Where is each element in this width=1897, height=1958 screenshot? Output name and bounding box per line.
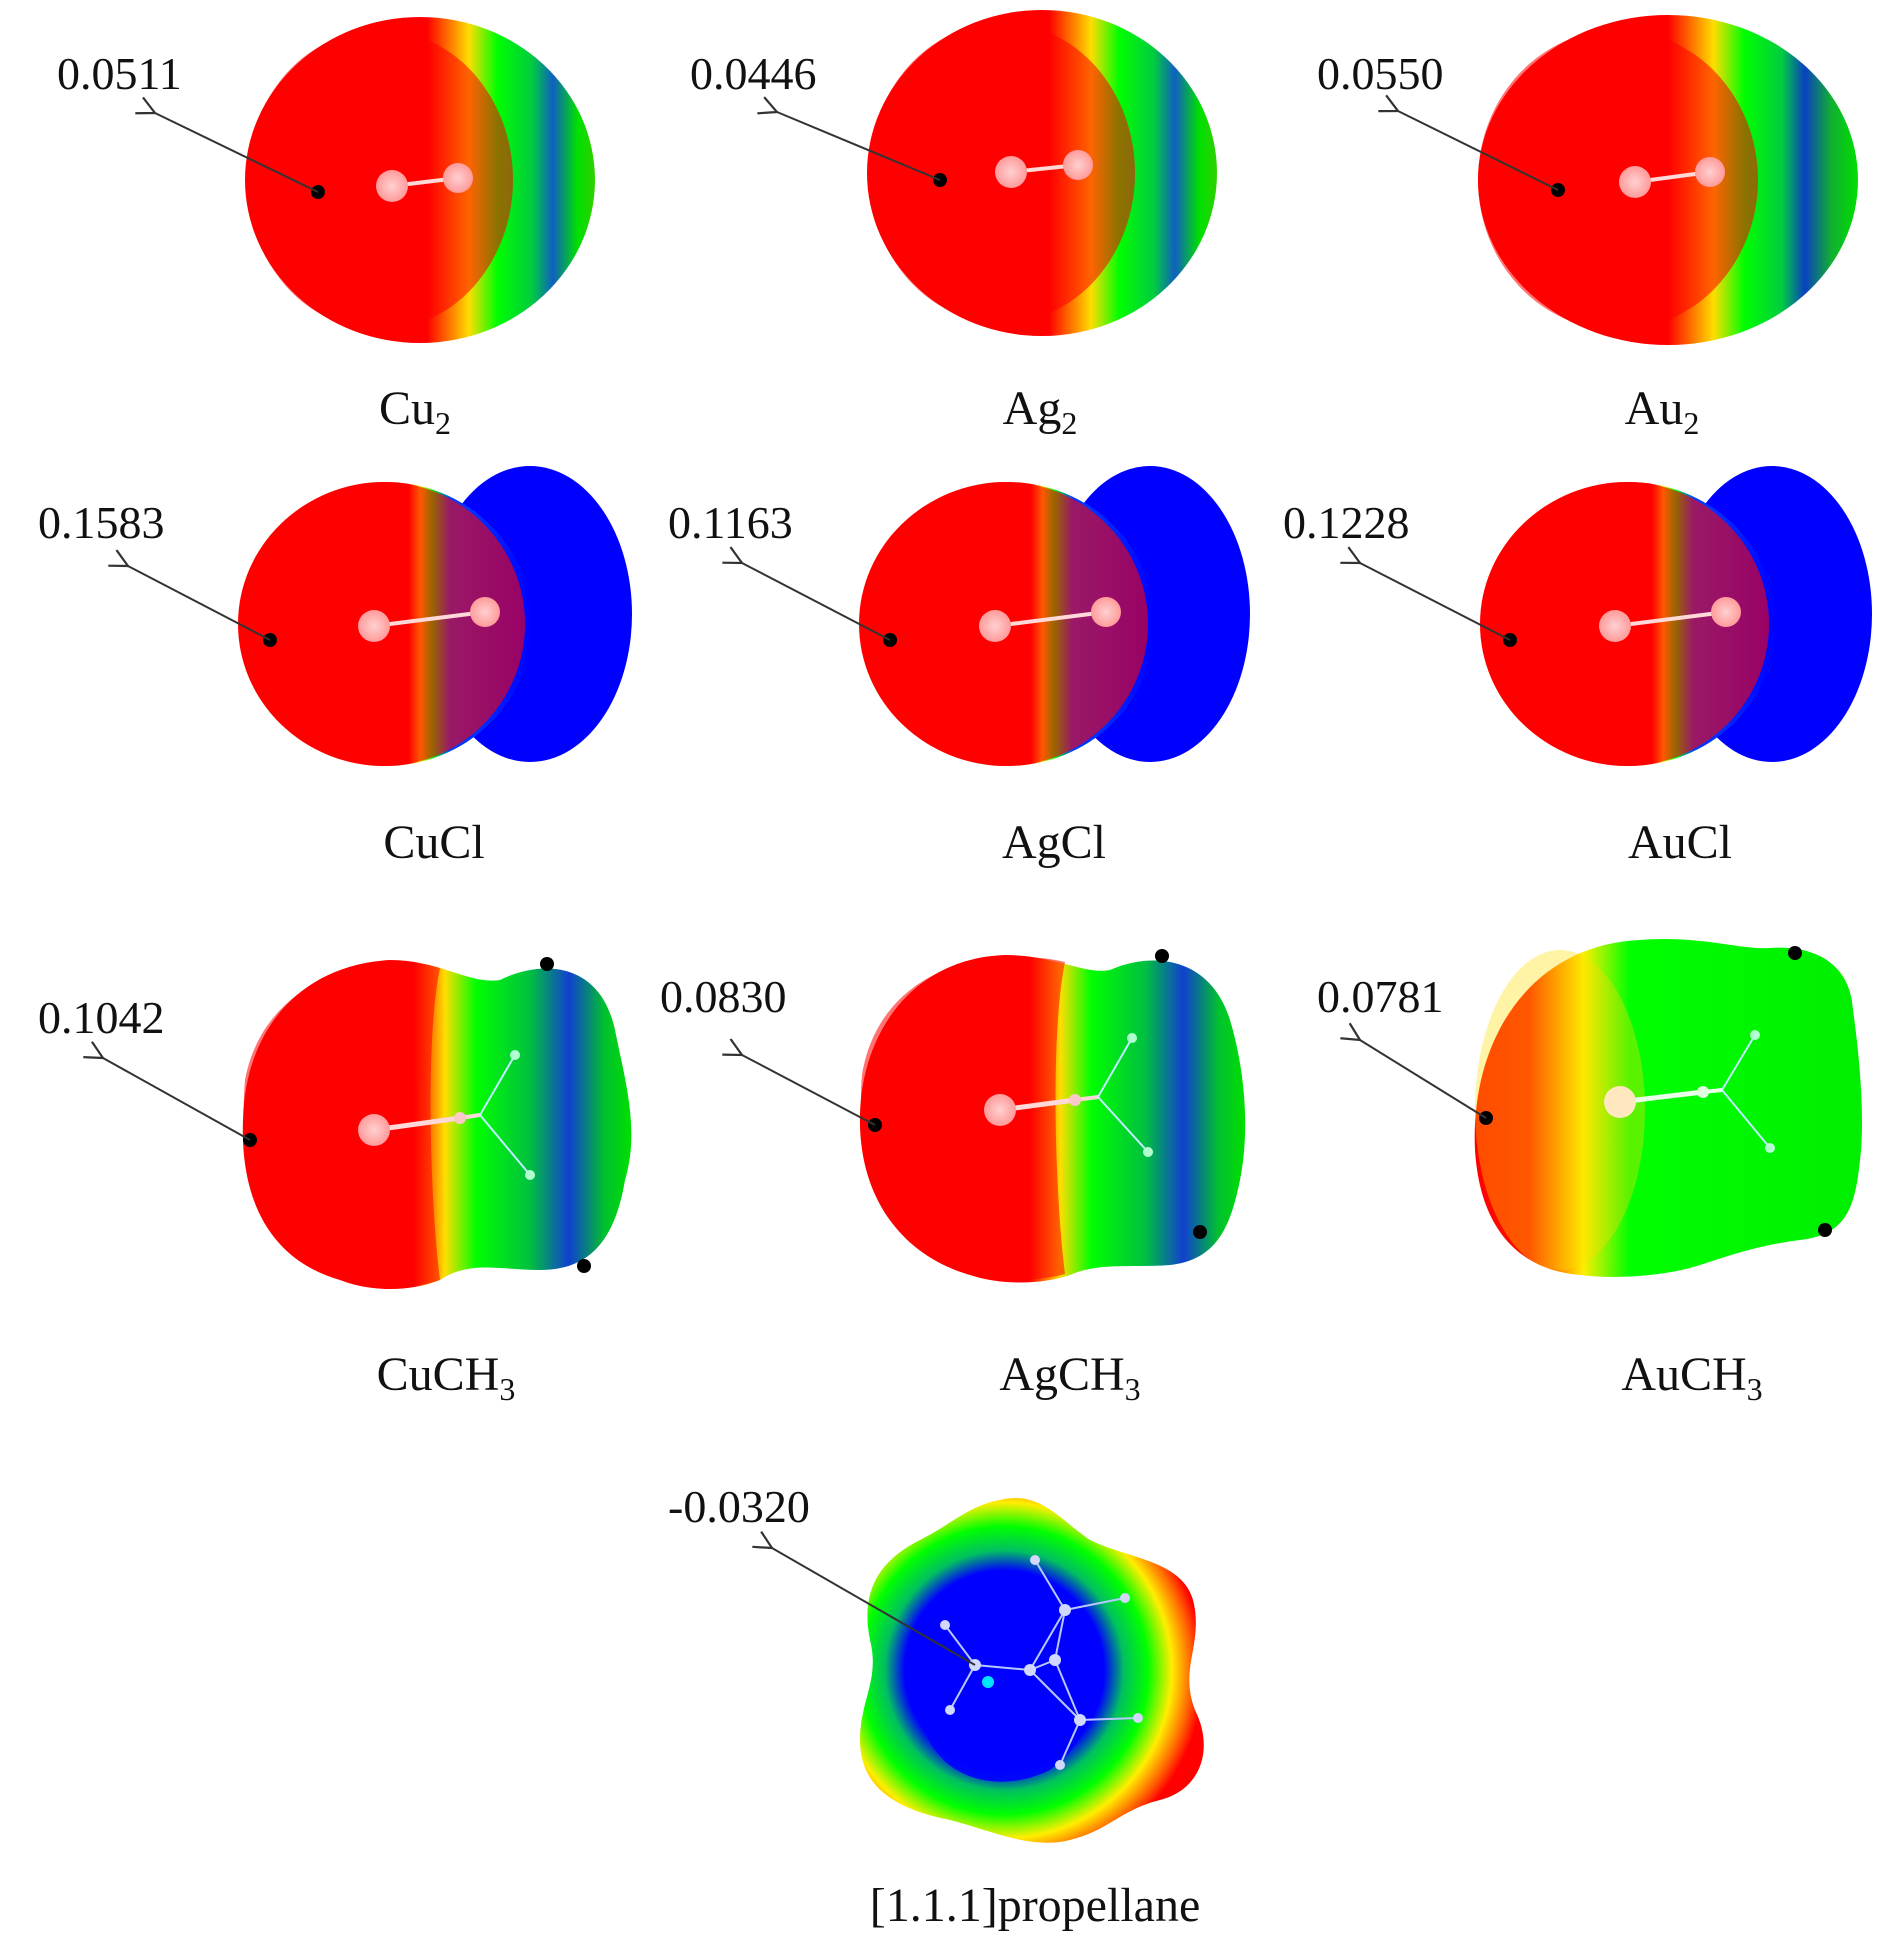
esp-surface bbox=[1474, 938, 1863, 1277]
surface-point bbox=[1788, 946, 1802, 960]
pointer-arrow bbox=[742, 563, 891, 641]
panel-agcl: 0.1163 AgCl bbox=[668, 466, 1250, 869]
value-label: 0.0446 bbox=[690, 48, 817, 99]
atom bbox=[1127, 1033, 1137, 1043]
atom bbox=[979, 610, 1011, 642]
panel-cu2: 0.0511 Cu2 bbox=[57, 17, 595, 441]
panel-propellane: -0.0320 [1.1.1]propellane bbox=[668, 1481, 1204, 1932]
panel-aucl: 0.1228 AuCl bbox=[1283, 466, 1872, 869]
pointer-arrow bbox=[128, 566, 271, 641]
atom bbox=[1750, 1030, 1760, 1040]
pointer-arrow bbox=[772, 1548, 976, 1666]
atoms bbox=[940, 1555, 1143, 1770]
red-lobe bbox=[243, 962, 440, 1288]
molecule-label: CuCl bbox=[383, 816, 484, 869]
value-label: 0.0550 bbox=[1317, 48, 1444, 99]
panel-ag2: 0.0446 Ag2 bbox=[690, 10, 1217, 441]
pointer-arrow bbox=[103, 1058, 251, 1141]
red-lobe bbox=[1478, 30, 1758, 330]
pointer-arrow bbox=[1398, 111, 1559, 191]
surface-point bbox=[540, 957, 554, 971]
atom bbox=[1619, 166, 1651, 198]
value-label: 0.1042 bbox=[38, 992, 165, 1043]
atom bbox=[1069, 1094, 1081, 1106]
atom bbox=[443, 163, 473, 193]
vs-min-point bbox=[982, 1676, 994, 1688]
atom bbox=[1695, 157, 1725, 187]
atom bbox=[984, 1094, 1016, 1126]
pointer-arrow bbox=[1360, 1040, 1487, 1119]
molecule-label: AuCH3 bbox=[1621, 1348, 1762, 1407]
surface-point bbox=[1155, 949, 1169, 963]
molecule-label: AuCl bbox=[1628, 816, 1732, 869]
value-label: 0.0830 bbox=[660, 971, 787, 1022]
bond bbox=[994, 610, 1107, 628]
bond bbox=[479, 1114, 531, 1176]
surface-point bbox=[1818, 1223, 1832, 1237]
pointer-arrow bbox=[1360, 563, 1511, 641]
molecule-label: Ag2 bbox=[1003, 382, 1078, 441]
bond bbox=[1097, 1096, 1149, 1153]
atom bbox=[1091, 597, 1121, 627]
atom bbox=[470, 597, 500, 627]
molecule-label: CuCH3 bbox=[377, 1348, 516, 1407]
panel-au2: 0.0550 Au2 bbox=[1317, 15, 1858, 441]
blue-core bbox=[916, 1595, 1094, 1782]
panel-agch3: 0.0830 AgCH3 bbox=[660, 949, 1246, 1407]
yellow-band bbox=[1475, 950, 1645, 1270]
value-label: 0.0781 bbox=[1317, 971, 1444, 1022]
atom bbox=[358, 1114, 390, 1146]
surface-point bbox=[577, 1259, 591, 1273]
molecule-label: Cu2 bbox=[379, 382, 451, 441]
bond bbox=[479, 1054, 516, 1116]
value-label: 0.0511 bbox=[57, 48, 182, 99]
bond bbox=[373, 610, 486, 628]
bond bbox=[1614, 610, 1727, 628]
value-label: 0.1583 bbox=[38, 497, 165, 548]
atom bbox=[376, 170, 408, 202]
pointer-arrow bbox=[155, 113, 319, 193]
atom bbox=[1604, 1086, 1636, 1118]
atom bbox=[995, 156, 1027, 188]
atom bbox=[525, 1170, 535, 1180]
value-label: 0.1163 bbox=[668, 497, 793, 548]
atom bbox=[454, 1112, 466, 1124]
bond bbox=[1097, 1037, 1133, 1098]
panel-cuch3: 0.1042 CuCH3 bbox=[38, 957, 632, 1407]
pointer-arrow bbox=[777, 112, 941, 181]
atom bbox=[510, 1050, 520, 1060]
atom bbox=[1599, 610, 1631, 642]
atom bbox=[1063, 150, 1093, 180]
bond bbox=[1721, 1034, 1756, 1091]
atom bbox=[1697, 1086, 1709, 1098]
value-label: 0.1228 bbox=[1283, 497, 1410, 548]
molecule-label: [1.1.1]propellane bbox=[870, 1879, 1201, 1932]
pointer-arrow bbox=[742, 1055, 876, 1126]
atom bbox=[1711, 597, 1741, 627]
red-lobe bbox=[860, 957, 1065, 1280]
panel-cucl: 0.1583 CuCl bbox=[38, 466, 632, 869]
molecule-label: Au2 bbox=[1625, 382, 1700, 441]
value-label: -0.0320 bbox=[668, 1481, 810, 1532]
bond bbox=[1721, 1089, 1771, 1149]
atom bbox=[1765, 1143, 1775, 1153]
molecule-label: AgCl bbox=[1002, 816, 1106, 869]
atom bbox=[1143, 1147, 1153, 1157]
surface-point bbox=[1193, 1225, 1207, 1239]
atom bbox=[358, 610, 390, 642]
panel-auch3: 0.0781 AuCH3 bbox=[1317, 938, 1863, 1407]
molecule-label: AgCH3 bbox=[999, 1348, 1140, 1407]
